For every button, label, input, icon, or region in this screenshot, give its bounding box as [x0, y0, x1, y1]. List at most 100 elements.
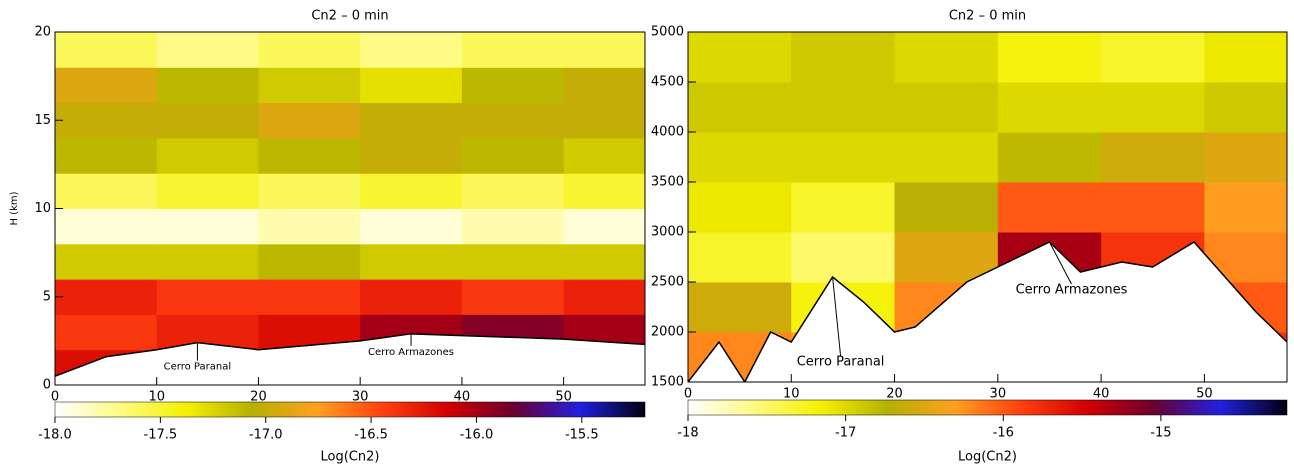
contour-cell: [1204, 132, 1287, 183]
contour-cell: [791, 32, 896, 83]
y-tick-label: 1500: [651, 375, 684, 390]
colorbar-tick-label: -17.5: [144, 428, 178, 443]
plot-area: [688, 32, 1287, 382]
contour-cell: [791, 232, 896, 283]
contour-cell: [55, 102, 158, 139]
contour-cell: [156, 173, 259, 209]
contour-cell: [563, 32, 645, 68]
y-tick-label: 5: [43, 289, 51, 304]
x-tick-label: 0: [684, 387, 692, 402]
contour-cell: [55, 173, 158, 209]
contour-cell: [55, 32, 158, 68]
y-tick-label: 20: [34, 25, 51, 40]
contour-cell: [258, 173, 361, 209]
contour-cell: [894, 232, 999, 283]
x-tick-label: 40: [1093, 387, 1110, 402]
annotation: Cerro Paranal: [797, 355, 885, 370]
y-tick-label: 2500: [651, 275, 684, 290]
plot-frame: [687, 31, 1288, 383]
contour-cell: [156, 67, 259, 104]
terrain-fill: [688, 242, 1287, 382]
terrain-fill: [55, 333, 645, 385]
contour-cell: [360, 243, 463, 280]
colorbar-label: Log(Cn2): [321, 450, 380, 465]
contour-cell: [688, 132, 792, 183]
contour-cell: [688, 232, 792, 283]
y-tick-label: 2000: [651, 325, 684, 340]
annotation: Cerro Armazones: [1016, 283, 1128, 298]
colorbar-tick-label: -18.0: [38, 428, 72, 443]
contour-cell: [156, 243, 259, 280]
contour-cell: [360, 67, 463, 104]
contour-cell: [461, 102, 565, 139]
contour-cell: [360, 208, 463, 245]
contour-cell: [156, 137, 259, 174]
y-tick-label: 10: [34, 201, 51, 216]
contour-cell: [563, 67, 645, 104]
contour-cell: [360, 173, 463, 209]
terrain-line: [688, 241, 1287, 382]
contour-cell: [360, 137, 463, 174]
contour-cell: [55, 67, 158, 104]
plot-area: [55, 32, 645, 385]
contour-cell: [156, 279, 259, 315]
contour-cell: [461, 32, 565, 68]
contour-cell: [894, 132, 999, 183]
colorbar-tick-label: -15.5: [565, 428, 599, 443]
colorbar-tick-label: -18: [677, 426, 698, 441]
contour-cell: [1101, 32, 1205, 83]
x-tick-label: 10: [783, 387, 800, 402]
contour-cell: [1204, 32, 1287, 83]
contour-cell: [55, 137, 158, 174]
y-tick-label: 15: [34, 113, 51, 128]
chart-title: Cn2 – 0 min: [311, 9, 388, 24]
y-tick-label: 4000: [651, 125, 684, 140]
y-tick-label: 0: [43, 378, 51, 393]
contour-cell: [688, 182, 792, 233]
x-tick-label: 10: [148, 390, 165, 405]
contour-cell: [894, 182, 999, 233]
contour-cell: [258, 243, 361, 280]
contour-cell: [1101, 82, 1205, 133]
x-tick-label: 0: [51, 390, 59, 405]
contour-cell: [791, 182, 896, 233]
contour-cell: [360, 279, 463, 315]
contour-cell: [461, 173, 565, 209]
contour-cell: [156, 32, 259, 68]
contour-cell: [563, 243, 645, 280]
colorbar: [687, 399, 1288, 416]
contour-cell: [894, 32, 999, 83]
colorbar: [54, 401, 646, 418]
x-tick-label: 40: [454, 390, 471, 405]
colorbar-tick-label: -17: [835, 426, 856, 441]
contour-cell: [258, 67, 361, 104]
contour-cell: [55, 208, 158, 245]
annotation: Cerro Armazones: [368, 347, 454, 358]
contour-cell: [360, 102, 463, 139]
contour-cell: [156, 102, 259, 139]
annotation-leader: [832, 276, 842, 357]
contour-cell: [791, 132, 896, 183]
colorbar-label: Log(Cn2): [958, 450, 1017, 465]
contour-cell: [1204, 182, 1287, 233]
colorbar-tick-label: -15: [1150, 426, 1171, 441]
contour-cell: [461, 279, 565, 315]
contour-cell: [997, 82, 1102, 133]
contour-cell: [563, 102, 645, 139]
contour-cell: [997, 182, 1102, 233]
annotation: Cerro Paranal: [164, 362, 231, 373]
y-axis-label: H (km): [9, 191, 20, 225]
x-tick-label: 30: [990, 387, 1007, 402]
contour-cell: [997, 132, 1102, 183]
contour-cell: [55, 279, 158, 315]
x-tick-label: 20: [886, 387, 903, 402]
chart-title: Cn2 – 0 min: [949, 9, 1026, 24]
colorbar-tick-label: -16.5: [354, 428, 388, 443]
contour-cell: [461, 243, 565, 280]
y-tick-label: 5000: [651, 25, 684, 40]
contour-cell: [461, 137, 565, 174]
contour-cell: [258, 137, 361, 174]
contour-cell: [563, 208, 645, 245]
contour-cell: [55, 314, 158, 351]
